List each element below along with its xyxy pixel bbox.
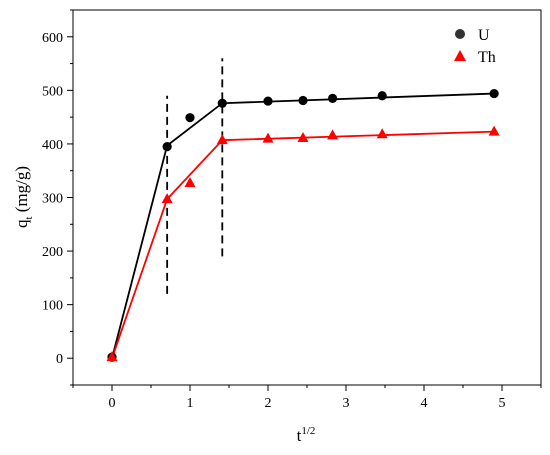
y-tick-label: 100 — [42, 299, 63, 314]
data-point-u — [298, 95, 308, 106]
x-axis-title-sup: 1/2 — [301, 425, 315, 437]
x-tick-label: 1 — [187, 396, 194, 411]
data-point-u — [377, 91, 387, 101]
y-tick-label: 400 — [42, 138, 63, 153]
y-axis-title-base: q — [12, 219, 31, 228]
plot-frame — [72, 9, 542, 386]
data-point-th — [106, 351, 118, 362]
x-axis-title-base: t — [297, 426, 302, 445]
legend-marker-u — [455, 29, 465, 39]
data-point-u — [489, 88, 499, 99]
data-point-u — [185, 113, 195, 123]
legend-marker-th — [454, 50, 466, 61]
data-point-th — [161, 193, 173, 204]
data-point-th — [262, 132, 274, 143]
y-tick-label: 0 — [56, 352, 63, 367]
x-tick-label: 0 — [109, 396, 116, 411]
data-markers — [106, 88, 500, 362]
y-tick-label: 600 — [42, 31, 63, 46]
x-tick-label: 3 — [343, 396, 350, 411]
data-point-th — [376, 128, 388, 139]
legend: U Th — [454, 27, 496, 66]
data-point-u — [327, 93, 338, 103]
y-axis-title-sub: t — [23, 216, 35, 219]
legend-label-u: U — [478, 27, 490, 44]
x-axis-ticks: 0 1 2 3 4 5 — [72, 385, 542, 411]
fit-lines — [111, 92, 495, 359]
data-point-th — [216, 134, 228, 145]
x-tick-label: 2 — [265, 396, 272, 411]
x-axis-title: t1/2 — [297, 425, 316, 445]
data-point-u — [263, 96, 273, 106]
data-point-th — [327, 129, 339, 140]
data-point-th — [297, 132, 309, 143]
data-point-u — [162, 142, 172, 152]
x-tick-label: 5 — [499, 396, 506, 411]
fit-line-th — [111, 130, 495, 359]
y-axis-title: qt (mg/g) — [12, 166, 35, 228]
data-point-u — [217, 98, 227, 108]
dashed-separators — [166, 58, 224, 294]
data-point-th — [184, 177, 196, 188]
y-tick-label: 500 — [42, 84, 63, 99]
x-tick-label: 4 — [421, 396, 428, 411]
fit-line-u — [111, 92, 495, 359]
data-point-th — [488, 125, 500, 136]
y-axis-title-unit: (mg/g) — [12, 166, 31, 217]
y-tick-label: 200 — [42, 245, 63, 260]
legend-label-th: Th — [478, 49, 496, 66]
y-axis-ticks: 0 100 200 300 400 500 600 — [42, 9, 73, 386]
y-tick-label: 300 — [42, 192, 63, 207]
